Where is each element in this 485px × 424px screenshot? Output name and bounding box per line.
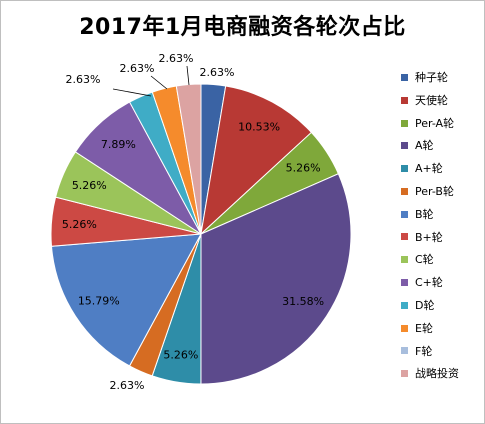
- legend-item-9: C轮: [401, 249, 485, 272]
- legend-item-4: A轮: [401, 135, 485, 158]
- legend-item-10: C+轮: [401, 272, 485, 295]
- legend-swatch: [401, 301, 408, 309]
- legend-swatch: [401, 96, 408, 104]
- leader-line-11: [112, 88, 152, 97]
- pie-slice-4: [200, 173, 352, 385]
- legend-label: A+轮: [415, 162, 443, 176]
- legend-swatch: [401, 165, 408, 173]
- legend-item-11: D轮: [401, 295, 485, 318]
- legend-item-3: Per-A轮: [401, 113, 485, 136]
- legend-label: B+轮: [415, 230, 443, 244]
- slice-label-10: 7.89%: [101, 138, 136, 151]
- slice-label-14: 2.63%: [159, 52, 194, 65]
- slice-label-5: 5.26%: [163, 348, 198, 361]
- pie-slice-2: [200, 85, 313, 236]
- legend-label: C+轮: [415, 276, 443, 290]
- slice-label-9: 5.26%: [72, 179, 107, 192]
- legend-item-13: F轮: [401, 341, 485, 364]
- legend-swatch: [401, 210, 408, 218]
- legend-swatch: [401, 119, 408, 127]
- legend-label: A轮: [415, 139, 434, 153]
- slice-label-1: 2.63%: [200, 66, 235, 79]
- slice-label-4: 31.58%: [282, 295, 324, 308]
- legend-item-6: Per-B轮: [401, 181, 485, 204]
- slice-label-8: 5.26%: [62, 218, 97, 231]
- slice-label-3: 5.26%: [286, 161, 321, 174]
- legend-label: 天使轮: [415, 93, 448, 107]
- legend: 种子轮天使轮 Per-A轮 A轮 A+轮 Per-B轮 B轮 B+轮 C轮 C+轮 D轮 E轮 F轮战…: [401, 67, 485, 386]
- legend-label: E轮: [415, 321, 433, 335]
- slice-label-11: 2.63%: [66, 73, 101, 86]
- slice-label-2: 10.53%: [238, 121, 280, 134]
- legend-swatch: [401, 256, 408, 264]
- legend-label: 战略投资: [415, 367, 459, 381]
- legend-item-2: 天使轮: [401, 90, 485, 113]
- leader-line-12: [150, 75, 168, 90]
- legend-swatch: [401, 324, 408, 332]
- legend-swatch: [401, 370, 408, 378]
- legend-swatch: [401, 233, 408, 241]
- legend-item-1: 种子轮: [401, 67, 485, 90]
- chart-title: 2017年1月电商融资各轮次占比: [79, 15, 406, 40]
- legend-swatch: [401, 347, 408, 355]
- legend-label: C轮: [415, 253, 434, 267]
- legend-item-7: B轮: [401, 204, 485, 227]
- legend-item-5: A+轮: [401, 158, 485, 181]
- legend-label: Per-A轮: [415, 116, 455, 130]
- legend-swatch: [401, 142, 408, 150]
- slice-label-6: 2.63%: [110, 379, 145, 392]
- leader-line-14: [186, 65, 190, 86]
- pie-slice-7: [50, 233, 202, 367]
- legend-swatch: [401, 279, 408, 287]
- legend-swatch: [401, 187, 408, 195]
- legend-label: 种子轮: [415, 71, 448, 84]
- legend-item-8: B+轮: [401, 227, 485, 250]
- legend-swatch: [401, 73, 408, 81]
- legend-label: D轮: [415, 298, 435, 312]
- legend-item-12: E轮: [401, 318, 485, 341]
- legend-label: Per-B轮: [415, 184, 454, 198]
- legend-label: F轮: [415, 344, 433, 358]
- slice-label-7: 15.79%: [78, 295, 120, 308]
- slice-label-12: 2.63%: [120, 62, 155, 75]
- legend-label: B轮: [415, 207, 434, 221]
- legend-item-14: 战略投资: [401, 363, 485, 386]
